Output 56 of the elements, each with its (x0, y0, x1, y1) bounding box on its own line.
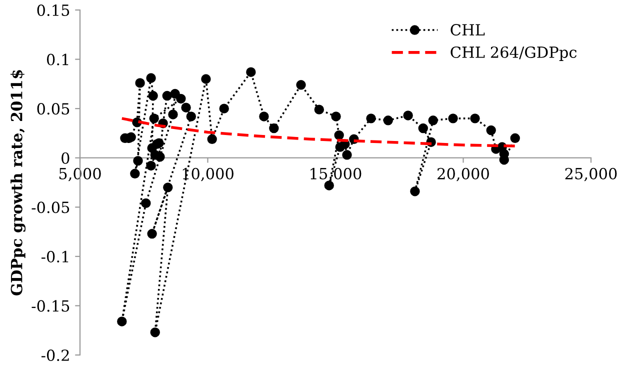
point (163, 182, 173, 192)
point (146, 160, 156, 171)
point (148, 90, 158, 101)
point (176, 94, 186, 104)
point (155, 152, 165, 162)
point (296, 80, 306, 90)
legend-label: CHL 264/GDPpc (450, 46, 577, 61)
point (324, 180, 334, 190)
x-tick-label: 10,000 (182, 168, 234, 182)
point (246, 67, 256, 77)
point (207, 134, 217, 144)
point (410, 186, 420, 196)
y-tick-label: -0.15 (32, 300, 70, 312)
point (150, 327, 160, 338)
point (383, 116, 393, 126)
point (146, 73, 156, 83)
point (186, 112, 196, 122)
point (181, 102, 191, 112)
point (470, 114, 480, 124)
point (168, 110, 178, 120)
x-tick-label: 25,000 (565, 168, 617, 182)
x-tick-label: 15,000 (310, 168, 362, 182)
y-tick-label: -0.2 (41, 349, 69, 362)
point (162, 90, 172, 101)
point (117, 316, 127, 326)
point (486, 125, 496, 136)
point (403, 110, 413, 120)
point (149, 114, 159, 124)
point (141, 198, 151, 208)
point (366, 114, 376, 124)
point (259, 112, 269, 122)
y-tick-label: 0 (62, 152, 70, 164)
y-tick-label: 0.15 (37, 4, 70, 16)
point (147, 228, 157, 239)
point (448, 114, 458, 124)
point (510, 133, 520, 144)
point (133, 156, 143, 166)
point (314, 104, 324, 114)
y-tick-label: 0.05 (37, 103, 70, 115)
y-tick-label: -0.1 (41, 250, 68, 262)
point (135, 78, 145, 88)
point (418, 123, 428, 134)
point (130, 168, 140, 178)
y-axis-title: GDPpc growth rate, 2011$ (10, 70, 26, 296)
point (269, 123, 279, 134)
y-tick-label: 0.1 (46, 54, 68, 66)
point (428, 116, 438, 126)
point (342, 150, 352, 160)
line-series (120, 117, 517, 148)
legend-label: CHL (450, 24, 485, 36)
point (219, 104, 229, 114)
x-tick-label: 20,000 (438, 168, 489, 182)
point (201, 74, 211, 84)
point (331, 112, 341, 122)
point (334, 130, 344, 140)
y-tick-label: -0.05 (32, 202, 70, 214)
